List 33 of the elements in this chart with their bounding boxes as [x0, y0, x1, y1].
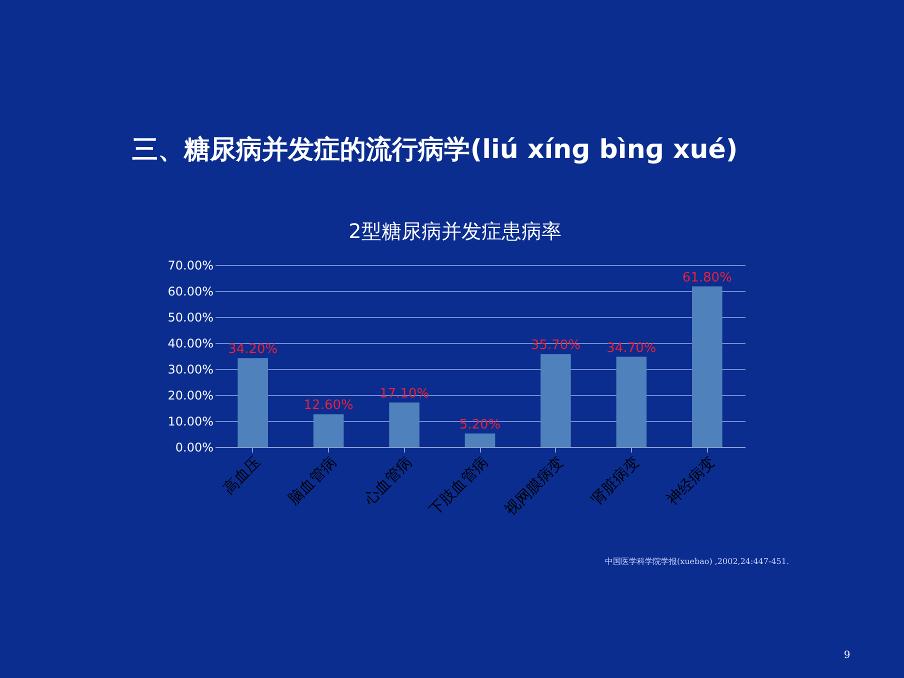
y-tick-label: 0.00% — [175, 440, 214, 454]
bar — [464, 433, 496, 447]
data-label: 34.20% — [228, 342, 278, 358]
data-label: 5.20% — [459, 417, 501, 432]
x-tick-label: 神经病变 — [663, 453, 718, 508]
bar — [540, 354, 571, 447]
data-label: 34.70% — [606, 340, 656, 356]
bar — [389, 402, 420, 447]
y-tick-label: 10.00% — [168, 414, 214, 428]
data-label: 17.10% — [379, 386, 430, 402]
text: 中国医学科学院学报(xuebao) ,2002,24:447-451. — [605, 557, 789, 566]
x-tick-label: 下肢血管病 — [426, 453, 492, 519]
x-tick-label: 脑血管病 — [284, 453, 340, 508]
x-tick-label: 视网膜病变 — [501, 453, 568, 519]
data-label: 12.60% — [304, 398, 354, 414]
chart-subtitle: 2型糖尿病并发症患病率 — [348, 219, 562, 243]
data-label: 35.70% — [530, 338, 581, 354]
x-tick-label: 心血管病 — [360, 453, 416, 509]
y-tick-label: 30.00% — [168, 362, 214, 376]
data-label: 61.80% — [682, 270, 732, 286]
bar — [313, 414, 344, 447]
y-tick-label: 60.00% — [168, 284, 214, 298]
bar — [616, 356, 647, 447]
bar — [238, 358, 268, 447]
y-tick-label: 70.00% — [168, 258, 214, 272]
x-tick-label: 肾脏病变 — [588, 453, 643, 508]
y-tick-label: 40.00% — [168, 336, 214, 350]
text: 9 — [844, 650, 850, 661]
y-tick-label: 20.00% — [168, 388, 214, 402]
chart-title: 三、糖尿病并发症的流行病学(liú xínɡ bìnɡ xué) — [132, 135, 738, 165]
x-tick-label: 高血压 — [220, 453, 264, 498]
y-tick-label: 50.00% — [168, 310, 214, 324]
bar — [692, 286, 722, 447]
